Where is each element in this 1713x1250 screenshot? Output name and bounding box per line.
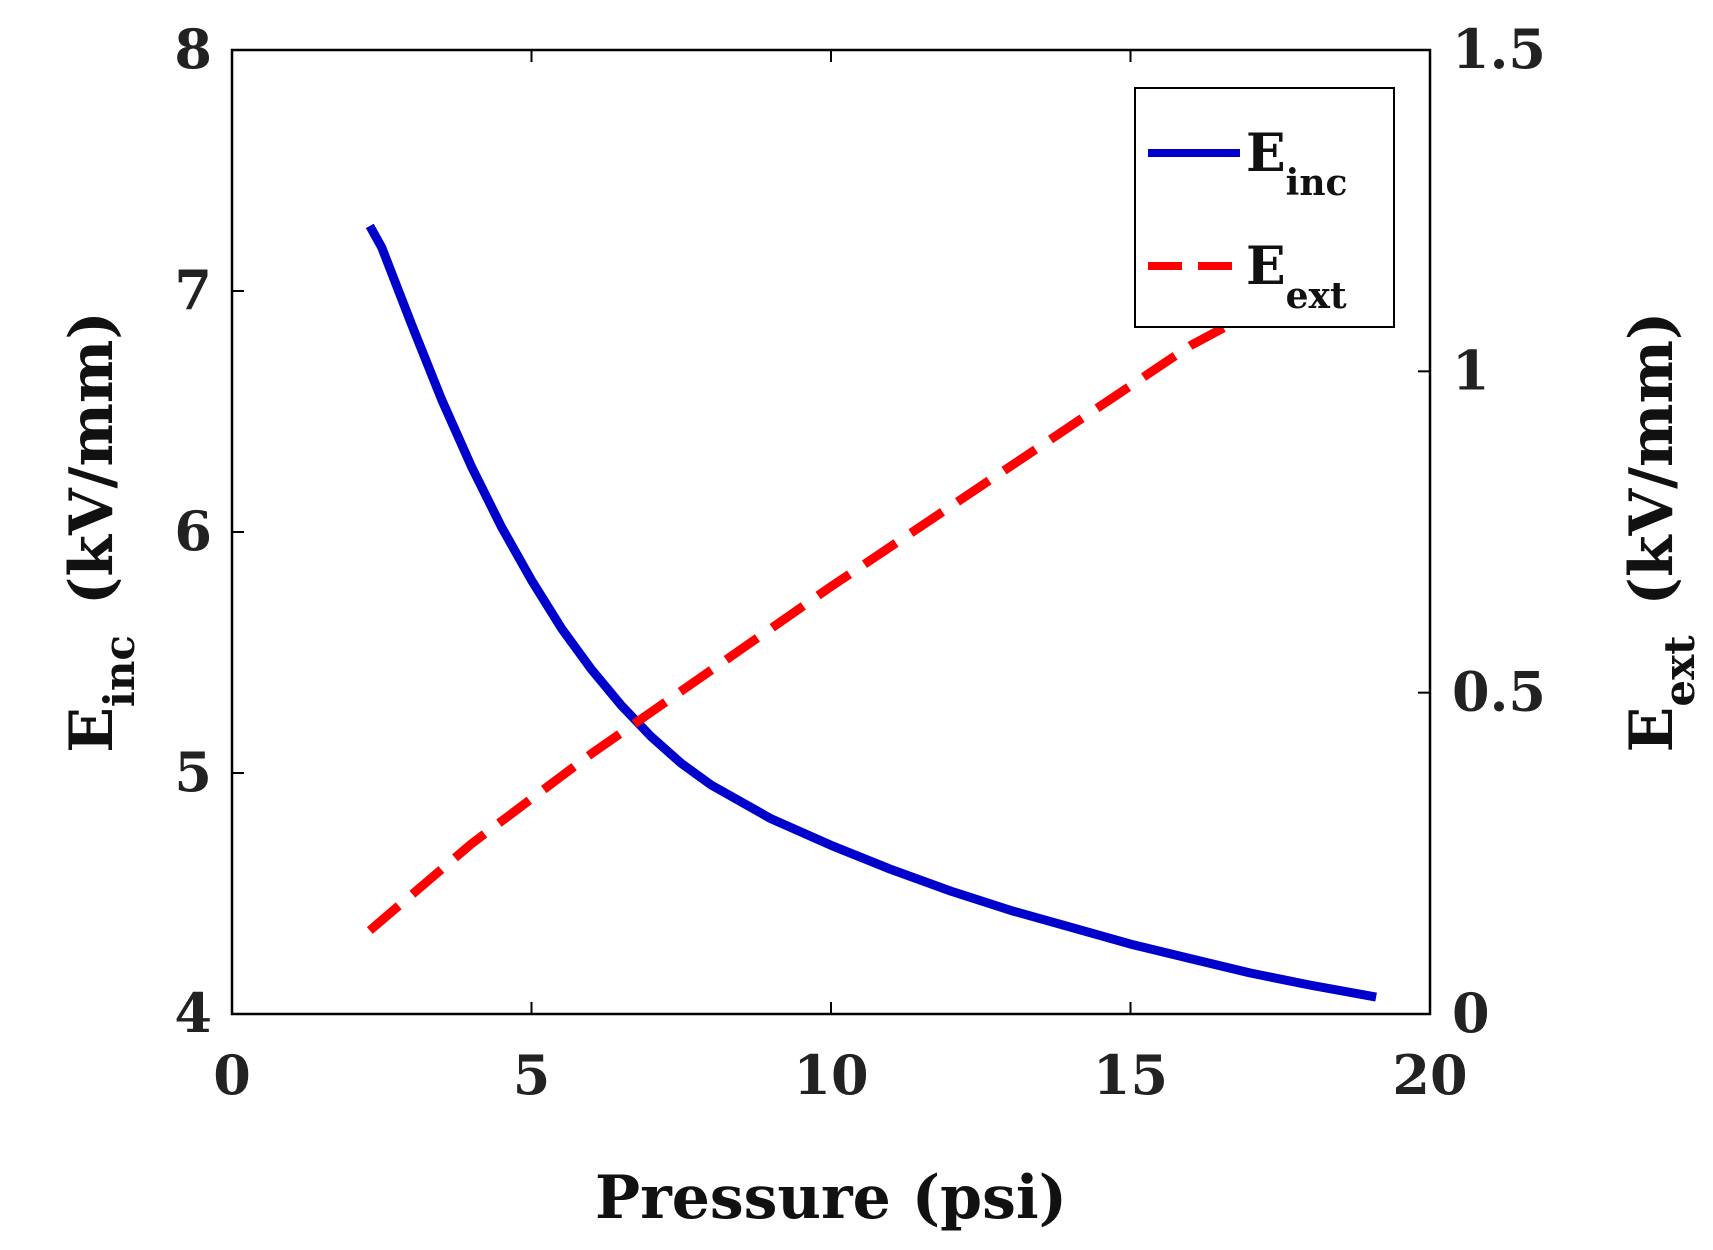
y-left-tick-label: 7: [174, 258, 212, 322]
legend-label-e-ext: Eext: [1246, 236, 1347, 317]
x-axis-ticks: 0 5 10 15 20: [213, 50, 1468, 1107]
y-left-tick-label: 4: [174, 981, 212, 1045]
y-left-label-unit: (kV/mm): [57, 311, 127, 605]
y-right-axis-label: Eext (kV/mm): [1617, 312, 1704, 753]
y-right-tick-label: 0.5: [1452, 660, 1546, 724]
y-right-label-sub: ext: [1655, 635, 1704, 707]
y-left-axis-label: Einc (kV/mm): [57, 311, 144, 753]
y-left-tick-label: 8: [174, 17, 212, 81]
y-right-tick-label: 1: [1452, 338, 1490, 402]
legend: Einc Eext: [1134, 87, 1395, 328]
x-tick-label: 10: [793, 1043, 868, 1107]
y-right-label-main: E: [1617, 707, 1687, 753]
y-right-axis-ticks: 0 0.5 1 1.5: [1418, 17, 1546, 1045]
svg-text:Eext(kV/mm): Eext (kV/mm): [1617, 312, 1704, 753]
y-left-tick-label: 6: [174, 499, 212, 563]
x-tick-label: 15: [1093, 1043, 1168, 1107]
y-right-label-unit: (kV/mm): [1617, 312, 1687, 606]
x-tick-label: 5: [513, 1043, 551, 1107]
series-layer: [365, 223, 1379, 1002]
x-axis-label: Pressure (psi): [595, 1163, 1067, 1233]
y-right-tick-label: 0: [1452, 981, 1490, 1045]
y-left-axis-ticks: 4 5 6 7 8: [174, 17, 244, 1045]
y-left-tick-label: 5: [174, 740, 212, 804]
series-line-e-inc: [365, 223, 1377, 1002]
series-line-e-ext: [366, 232, 1379, 934]
y-left-label-main: E: [57, 707, 127, 753]
y-right-tick-label: 1.5: [1452, 17, 1546, 81]
svg-text:Einc(kV/mm): Einc (kV/mm): [57, 311, 144, 753]
x-tick-label: 20: [1392, 1043, 1467, 1107]
x-tick-label: 0: [213, 1043, 251, 1107]
y-left-label-sub: inc: [95, 635, 144, 707]
legend-label-e-inc: Einc: [1246, 123, 1347, 204]
legend-box: [1134, 87, 1395, 328]
